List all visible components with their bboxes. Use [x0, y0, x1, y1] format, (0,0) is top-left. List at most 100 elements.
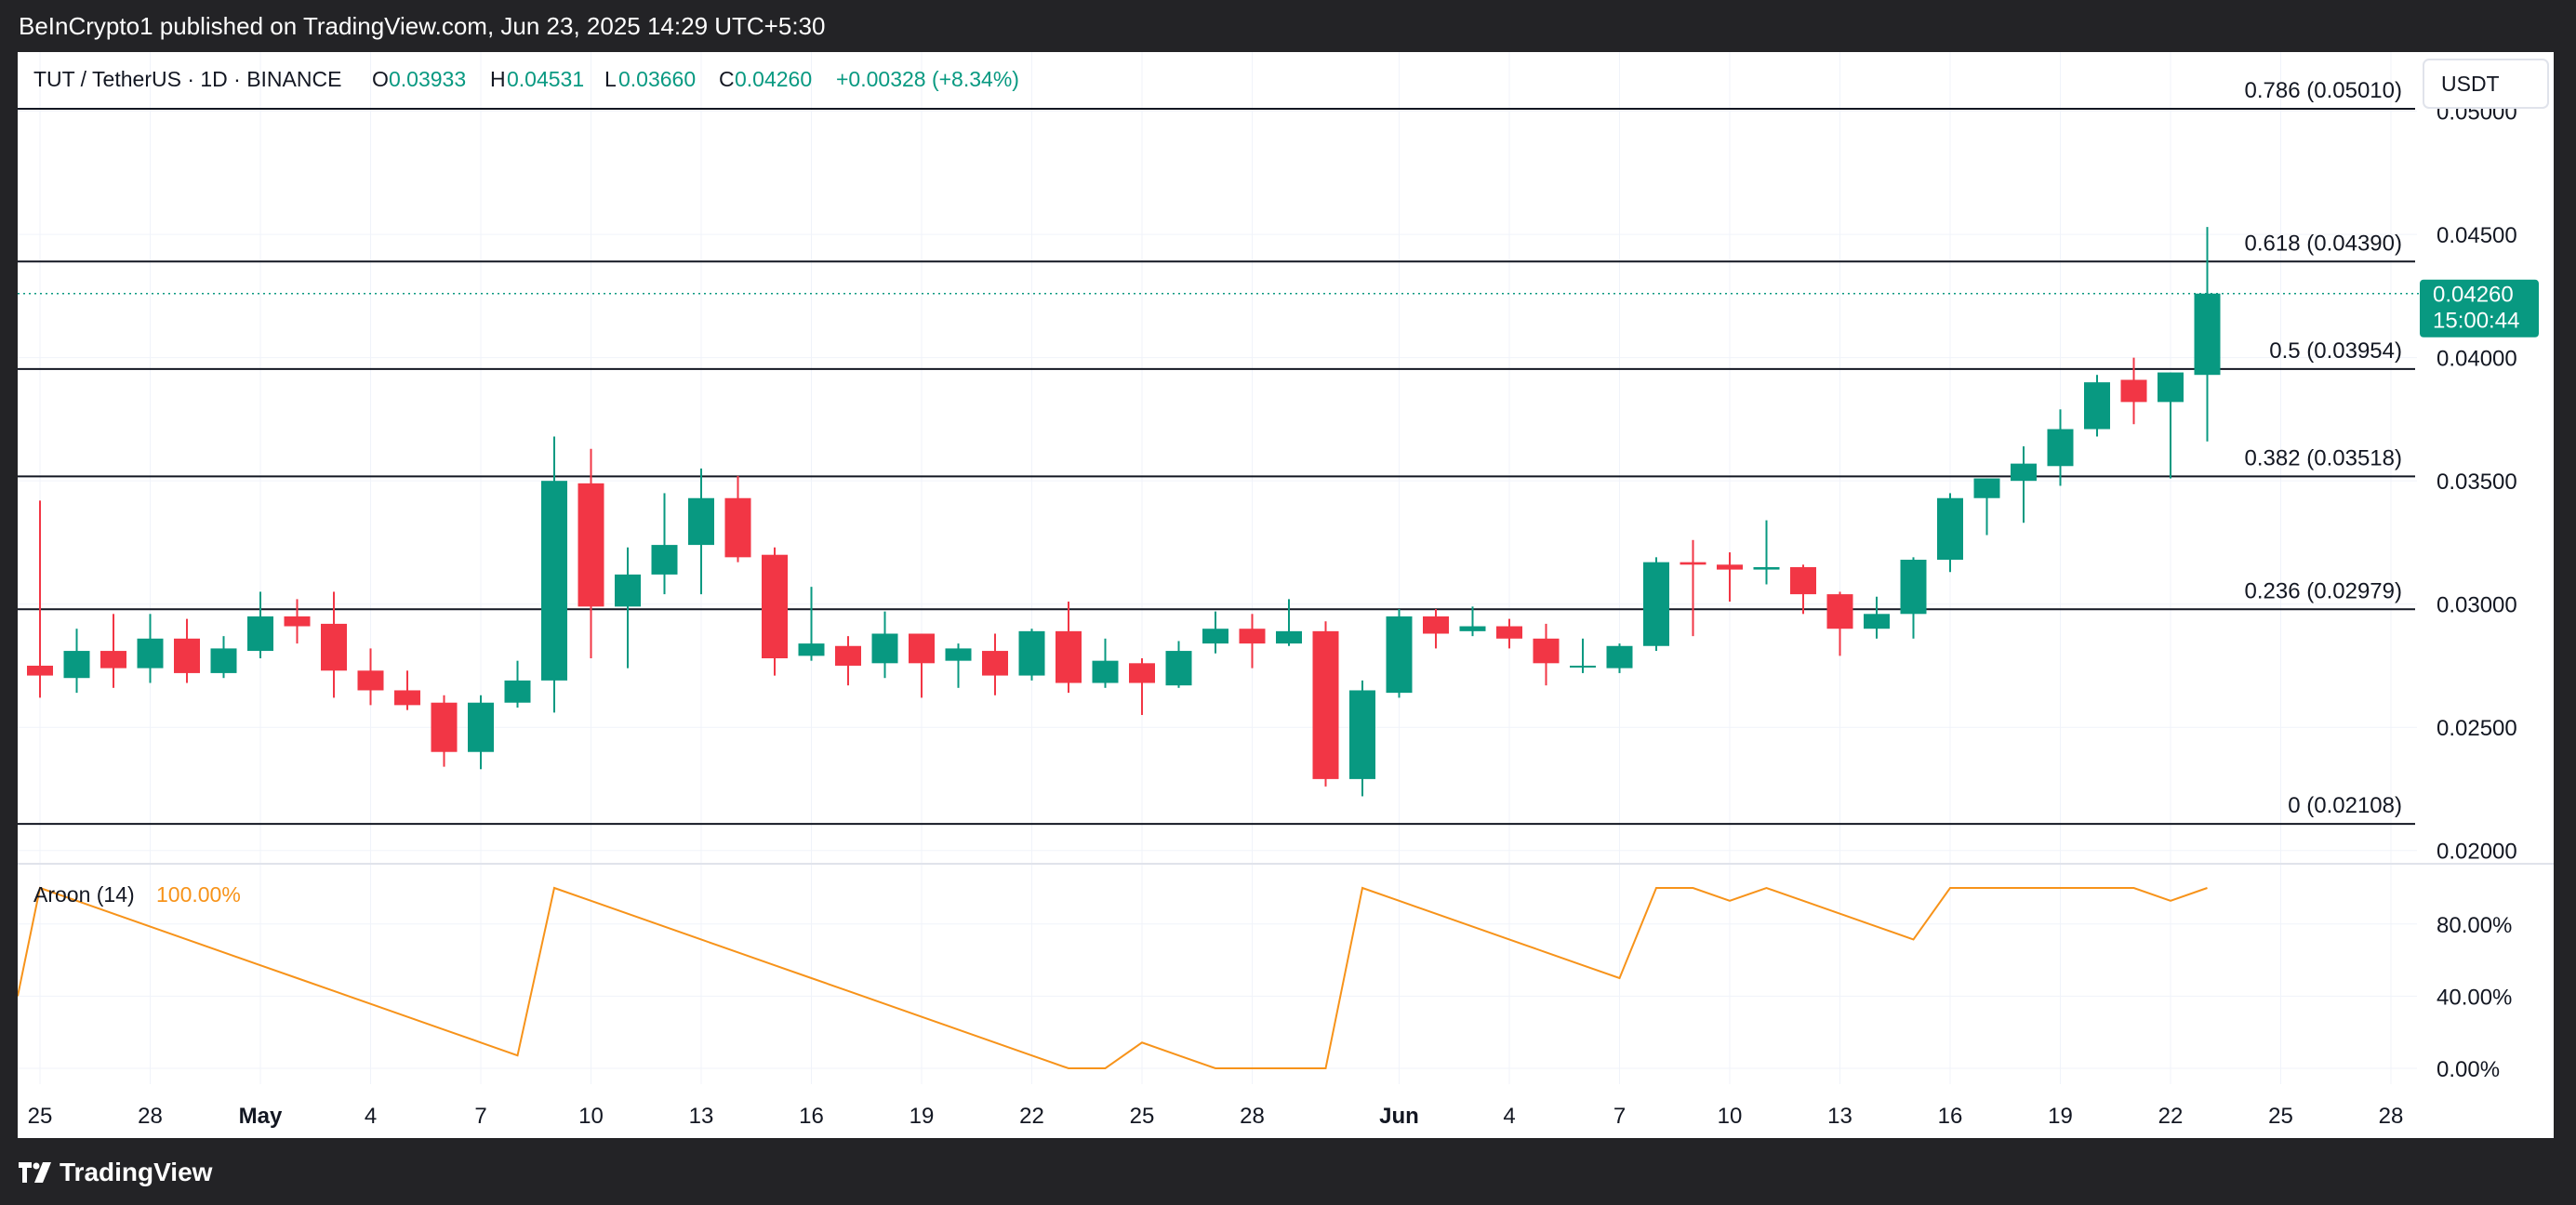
- candle-body: [1753, 566, 1780, 570]
- time-axis-label: 22: [2158, 1104, 2184, 1129]
- time-axis-label: 10: [1718, 1104, 1743, 1129]
- candle-body: [1717, 564, 1743, 570]
- candle-body: [27, 665, 53, 676]
- candle-body: [651, 545, 678, 575]
- axes: 0.02000 0.02500 0.03000 0.03500 0.04000 0.045…: [28, 100, 2517, 1129]
- time-axis-label: 13: [1827, 1104, 1852, 1129]
- price-tag-countdown: 15:00:44: [2433, 309, 2519, 334]
- candle-body: [1826, 594, 1853, 629]
- candle-body: [1018, 630, 1045, 676]
- price-axis-label: 0.04000: [2437, 347, 2517, 372]
- price-axis-label: 0.03000: [2437, 593, 2517, 618]
- candle-body: [909, 633, 935, 664]
- time-axis-label: 28: [138, 1104, 163, 1129]
- time-axis-label: Jun: [1379, 1104, 1419, 1129]
- price-tag-value: 0.04260: [2433, 283, 2514, 308]
- time-axis-label: 19: [2048, 1104, 2073, 1129]
- tradingview-brand: TradingView: [60, 1158, 213, 1186]
- candle-body: [1092, 660, 1119, 683]
- candle-body: [321, 623, 347, 671]
- candle-body: [2120, 379, 2147, 403]
- candle-body: [1239, 629, 1266, 644]
- candle-body: [247, 616, 273, 652]
- time-axis-label: 19: [910, 1104, 935, 1129]
- high-label: H: [490, 67, 506, 91]
- fib-level-label: 0 (0.02108): [2288, 793, 2402, 818]
- published-text: BeInCrypto1 published on TradingView.com…: [19, 12, 826, 40]
- time-axis-label: 4: [365, 1104, 377, 1129]
- price-axis-label: 0.02500: [2437, 716, 2517, 741]
- candle-body: [982, 651, 1008, 676]
- chart-svg[interactable]: 0.786 (0.05010) 0.618 (0.04390) 0.5 (0.039…: [17, 52, 2554, 1138]
- time-axis-label: 4: [1503, 1104, 1515, 1129]
- candle-body: [394, 690, 420, 706]
- candle-body: [2047, 429, 2074, 467]
- time-axis-label: 10: [578, 1104, 604, 1129]
- candle-body: [2194, 293, 2221, 376]
- candle-body: [357, 670, 384, 691]
- candle-body: [615, 574, 641, 607]
- candle-body: [1386, 616, 1413, 694]
- time-axis-label: 25: [1130, 1104, 1155, 1129]
- time-axis-label: 13: [689, 1104, 714, 1129]
- price-tag-background: [2420, 279, 2539, 338]
- time-axis-label: 28: [1240, 1104, 1265, 1129]
- candle-body: [1643, 562, 1669, 646]
- open-value: 0.03933: [389, 67, 466, 91]
- candle-body: [688, 497, 714, 546]
- candle-body: [798, 643, 825, 656]
- time-axis-label: May: [239, 1104, 283, 1129]
- candle-body: [541, 481, 567, 681]
- open-label: O: [372, 67, 389, 91]
- aroon-label[interactable]: Aroon (14): [33, 882, 135, 907]
- time-axis-label: 16: [799, 1104, 824, 1129]
- time-axis-label: 22: [1019, 1104, 1044, 1129]
- fib-levels: 0.786 (0.05010) 0.618 (0.04390) 0.5 (0.039…: [18, 78, 2420, 826]
- candle-body: [1276, 630, 1302, 644]
- symbol-title[interactable]: TUT / TetherUS · 1D · BINANCE: [33, 67, 341, 91]
- last-price-tag: 0.04260 15:00:44: [2420, 279, 2539, 338]
- price-axis-label: 0.04500: [2437, 223, 2517, 248]
- candle-body: [1202, 629, 1228, 644]
- tradingview-logo[interactable]: TradingView: [19, 1158, 213, 1186]
- candle-body: [210, 648, 237, 673]
- candle-body: [1533, 638, 1560, 664]
- candle-body: [1570, 665, 1596, 668]
- candle-body: [1496, 626, 1522, 639]
- candle-body: [1349, 690, 1375, 779]
- grid: [18, 52, 2554, 1084]
- aroon-panel: [17, 886, 2208, 1069]
- candle-body: [1937, 497, 1963, 560]
- fib-level-label: 0.382 (0.03518): [2245, 445, 2402, 470]
- candle-body: [762, 554, 788, 659]
- candles: [27, 227, 2221, 797]
- candle-body: [835, 645, 861, 666]
- footer: TradingView: [0, 1138, 2576, 1205]
- time-axis-label: 16: [1938, 1104, 1963, 1129]
- aroon-up-line: [17, 886, 2208, 1069]
- candle-body: [1056, 630, 1082, 683]
- time-axis-label: 28: [2379, 1104, 2404, 1129]
- candle-body: [1312, 630, 1339, 779]
- time-axis-label: 25: [2268, 1104, 2293, 1129]
- candle-body: [431, 702, 458, 752]
- candle-body: [504, 680, 531, 703]
- currency-label: USDT: [2441, 72, 2500, 96]
- candle-body: [1459, 626, 1486, 631]
- price-axis-label: 0.02000: [2437, 840, 2517, 865]
- low-value: 0.03660: [618, 67, 696, 91]
- candle-body: [1864, 614, 1890, 629]
- currency-button[interactable]: USDT: [2423, 59, 2549, 109]
- aroon-axis-label: 0.00%: [2437, 1057, 2500, 1082]
- candle-body: [1973, 478, 2000, 498]
- change-value: +0.00328 (+8.34%): [836, 67, 1019, 91]
- chart-panel[interactable]: 0.786 (0.05010) 0.618 (0.04390) 0.5 (0.039…: [17, 52, 2554, 1138]
- candle-body: [284, 616, 311, 627]
- fib-level-label: 0.5 (0.03954): [2269, 338, 2402, 364]
- aroon-axis-label: 40.00%: [2437, 985, 2512, 1010]
- candle-body: [174, 638, 200, 673]
- low-label: L: [604, 67, 617, 91]
- candle-body: [63, 651, 90, 679]
- candle-body: [1900, 559, 1927, 615]
- close-value: 0.04260: [735, 67, 812, 91]
